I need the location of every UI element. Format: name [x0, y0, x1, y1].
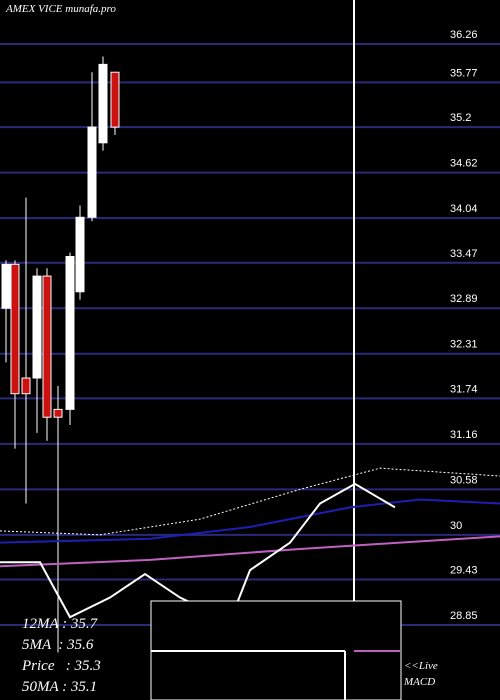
- price-label: Price : 35.3: [22, 658, 101, 674]
- y-tick-label: 32.89: [450, 293, 478, 305]
- y-tick-label: 34.04: [450, 203, 478, 215]
- ma12-label: 12MA : 35.7: [22, 616, 98, 632]
- y-tick-label: 35.77: [450, 67, 478, 79]
- y-tick-label: 34.62: [450, 158, 478, 170]
- y-tick-label: 31.74: [450, 383, 478, 395]
- candle-body: [1, 263, 11, 309]
- ma-line: [0, 535, 500, 568]
- candle-body: [21, 377, 31, 395]
- candle-body: [42, 275, 52, 418]
- candle-body: [65, 255, 75, 410]
- candle-body: [32, 275, 42, 379]
- candle-body: [53, 408, 63, 418]
- y-tick-label: 35.2: [450, 112, 471, 124]
- candle-body: [87, 126, 97, 218]
- ma50-label: 50MA : 35.1: [22, 679, 98, 695]
- y-tick-label: 36.26: [450, 29, 478, 41]
- macd-label-macd: MACD: [404, 676, 436, 688]
- candle-body: [75, 216, 85, 293]
- y-tick-label: 31.16: [450, 429, 478, 441]
- y-tick-label: 33.47: [450, 248, 478, 260]
- candle-body: [98, 63, 108, 144]
- macd-line: [0, 482, 396, 623]
- ma5-label: 5MA : 35.6: [22, 637, 94, 653]
- y-tick-label: 28.85: [450, 610, 478, 622]
- ma-line: [0, 498, 500, 544]
- macd-label-live: <<Live: [404, 660, 438, 672]
- y-tick-label: 30: [450, 520, 462, 532]
- y-tick-label: 29.43: [450, 565, 478, 577]
- y-tick-label: 30.58: [450, 474, 478, 486]
- y-tick-label: 32.31: [450, 339, 478, 351]
- ma-line: [0, 467, 500, 536]
- candle-body: [10, 263, 20, 395]
- candle-body: [110, 71, 120, 128]
- chart-title: AMEX VICE munafa.pro: [6, 3, 116, 15]
